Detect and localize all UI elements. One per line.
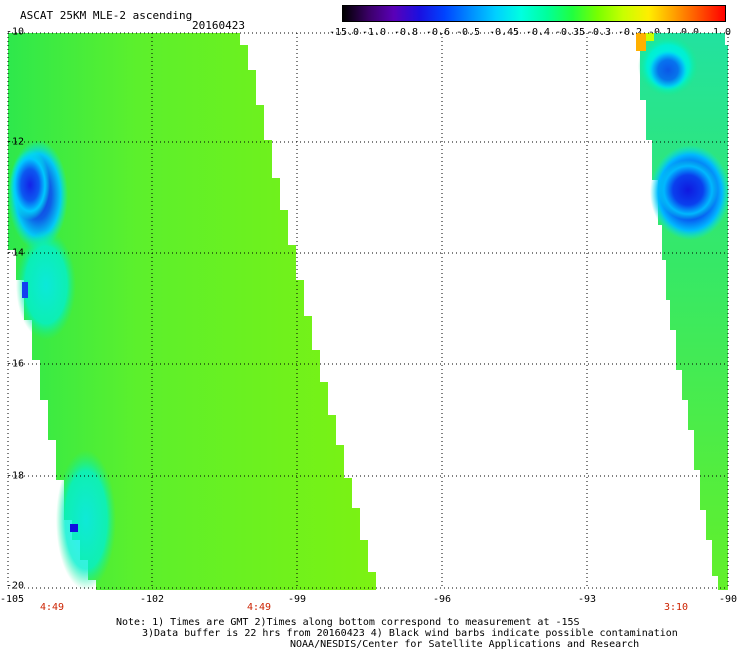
lon-label: -96 (432, 594, 452, 605)
lon-label: -99 (287, 594, 307, 605)
map-frame (7, 32, 729, 589)
lat-label: -16 (6, 358, 25, 370)
colorbar-label: -0.35 (554, 27, 586, 38)
colorbar-label: -1.0 (361, 27, 387, 38)
lon-label: -93 (577, 594, 597, 605)
colorbar-label: 1.0 (712, 27, 732, 38)
lat-label: -20 (6, 580, 25, 592)
lon-label: -90 (718, 594, 738, 605)
colorbar-label: -0.6 (425, 27, 451, 38)
lon-label: -105 (0, 594, 25, 605)
lat-label: -10 (6, 26, 25, 38)
product-date: 20160423 (192, 19, 245, 32)
time-label: 3:10 (663, 602, 689, 613)
note-line-3: NOAA/NESDIS/Center for Satellite Applica… (290, 639, 640, 650)
colorbar-label: -0.4 (525, 27, 551, 38)
lat-label: -14 (6, 247, 25, 259)
colorbar-label: -0.3 (586, 27, 612, 38)
west-swath (8, 33, 376, 590)
lat-label: -12 (6, 136, 25, 148)
note-line-2: 3)Data buffer is 22 hrs from 20160423 4)… (142, 628, 678, 639)
colorbar (342, 5, 726, 22)
east-swath (636, 33, 730, 590)
map-grid (8, 33, 728, 588)
colorbar-label: -0.8 (393, 27, 419, 38)
product-title: ASCAT 25KM MLE-2 ascending (20, 9, 193, 22)
colorbar-label: -0.2 (617, 27, 643, 38)
lat-label: -18 (6, 470, 25, 482)
time-label: 4:49 (246, 602, 272, 613)
colorbar-label: 0.0 (680, 27, 700, 38)
lon-label: -102 (139, 594, 165, 605)
time-label: 4:49 (39, 602, 65, 613)
note-line-1: Note: 1) Times are GMT 2)Times along bot… (116, 617, 580, 628)
